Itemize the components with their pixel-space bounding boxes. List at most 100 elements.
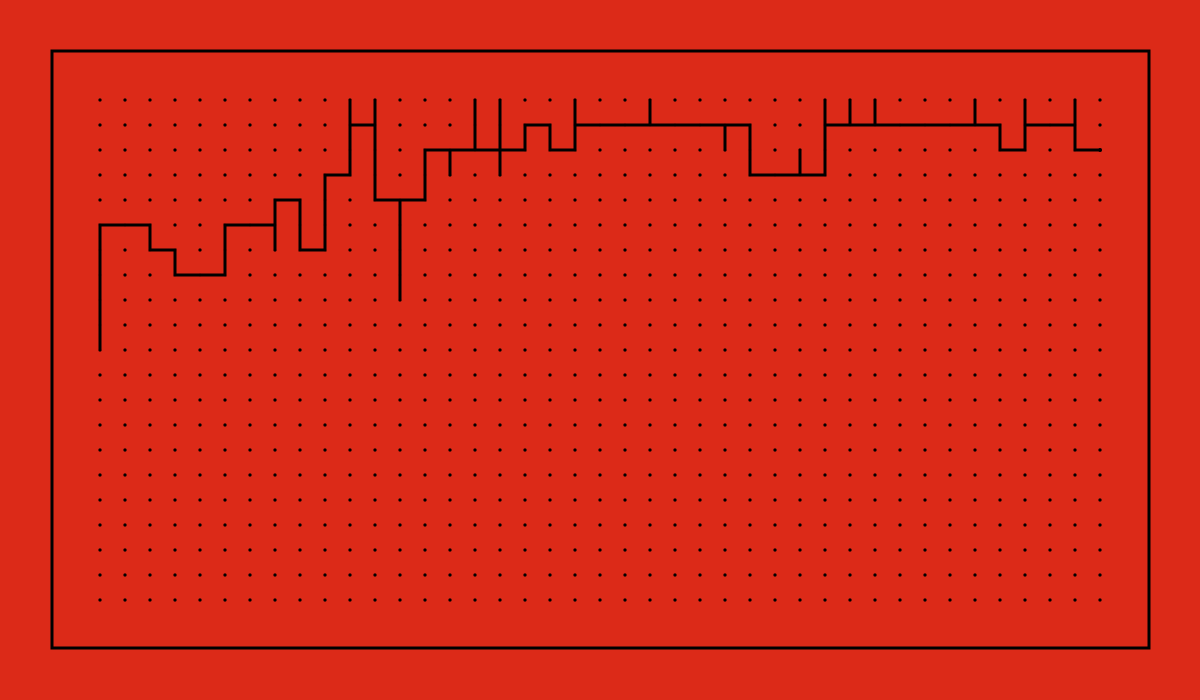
grid-dot: [998, 423, 1002, 427]
grid-dot: [498, 198, 502, 202]
grid-dot: [748, 523, 752, 527]
grid-dot: [498, 398, 502, 402]
grid-dot: [898, 223, 902, 227]
grid-dot: [248, 473, 252, 477]
grid-dot: [648, 323, 652, 327]
grid-dot: [773, 348, 777, 352]
grid-dot: [848, 273, 852, 277]
grid-dot: [348, 298, 352, 302]
grid-dot: [1023, 348, 1027, 352]
grid-dot: [723, 523, 727, 527]
grid-dot: [1073, 298, 1077, 302]
grid-dot: [848, 373, 852, 377]
grid-dot: [648, 248, 652, 252]
grid-dot: [848, 423, 852, 427]
grid-dot: [448, 98, 452, 102]
grid-dot: [323, 498, 327, 502]
grid-dot: [948, 198, 952, 202]
grid-dot: [323, 398, 327, 402]
grid-dot: [423, 298, 427, 302]
grid-dot: [198, 373, 202, 377]
grid-dot: [523, 323, 527, 327]
grid-dot: [473, 323, 477, 327]
grid-dot: [298, 598, 302, 602]
grid-dot: [648, 398, 652, 402]
grid-dot: [448, 123, 452, 127]
grid-dot: [548, 473, 552, 477]
grid-dot: [198, 248, 202, 252]
grid-dot: [673, 198, 677, 202]
grid-dot: [298, 98, 302, 102]
grid-dot: [698, 173, 702, 177]
grid-dot: [223, 348, 227, 352]
grid-dot: [323, 448, 327, 452]
grid-dot: [123, 123, 127, 127]
grid-dot: [798, 273, 802, 277]
grid-dot: [698, 223, 702, 227]
grid-dot: [1048, 148, 1052, 152]
grid-dot: [198, 98, 202, 102]
grid-dot: [998, 98, 1002, 102]
grid-dot: [373, 523, 377, 527]
grid-dot: [223, 198, 227, 202]
grid-dot: [1098, 173, 1102, 177]
grid-dot: [998, 373, 1002, 377]
grid-dot: [848, 348, 852, 352]
grid-dot: [698, 373, 702, 377]
grid-dot: [248, 123, 252, 127]
grid-dot: [898, 473, 902, 477]
grid-dot: [198, 298, 202, 302]
grid-dot: [1073, 498, 1077, 502]
grid-dot: [598, 323, 602, 327]
grid-dot: [798, 398, 802, 402]
grid-dot: [948, 373, 952, 377]
grid-dot: [873, 548, 877, 552]
grid-dot: [123, 423, 127, 427]
grid-dot: [448, 448, 452, 452]
grid-dot: [898, 598, 902, 602]
grid-dot: [973, 148, 977, 152]
grid-dot: [998, 548, 1002, 552]
grid-dot: [698, 323, 702, 327]
grid-dot: [773, 398, 777, 402]
grid-dot: [498, 523, 502, 527]
grid-dot: [748, 298, 752, 302]
grid-dot: [423, 548, 427, 552]
grid-dot: [773, 573, 777, 577]
grid-dot: [398, 548, 402, 552]
grid-dot: [848, 248, 852, 252]
grid-dot: [498, 348, 502, 352]
grid-dot: [1098, 273, 1102, 277]
grid-dot: [398, 448, 402, 452]
grid-dot: [148, 398, 152, 402]
grid-dot: [823, 498, 827, 502]
grid-dot: [698, 448, 702, 452]
grid-dot: [1098, 248, 1102, 252]
grid-dot: [248, 298, 252, 302]
grid-dot: [923, 398, 927, 402]
grid-dot: [548, 248, 552, 252]
grid-dot: [773, 523, 777, 527]
grid-dot: [948, 323, 952, 327]
grid-dot: [623, 223, 627, 227]
grid-dot: [1098, 548, 1102, 552]
grid-dot: [848, 148, 852, 152]
grid-dot: [173, 448, 177, 452]
grid-dot: [748, 573, 752, 577]
grid-dot: [1023, 523, 1027, 527]
grid-dot: [223, 498, 227, 502]
grid-dot: [273, 448, 277, 452]
grid-dot: [723, 223, 727, 227]
grid-dot: [373, 448, 377, 452]
grid-dot: [823, 223, 827, 227]
grid-dot: [273, 473, 277, 477]
grid-dot: [273, 98, 277, 102]
grid-dot: [423, 373, 427, 377]
grid-dot: [723, 298, 727, 302]
grid-dot: [348, 423, 352, 427]
grid-dot: [498, 473, 502, 477]
grid-dot: [773, 198, 777, 202]
grid-dot: [673, 348, 677, 352]
grid-dot: [448, 273, 452, 277]
